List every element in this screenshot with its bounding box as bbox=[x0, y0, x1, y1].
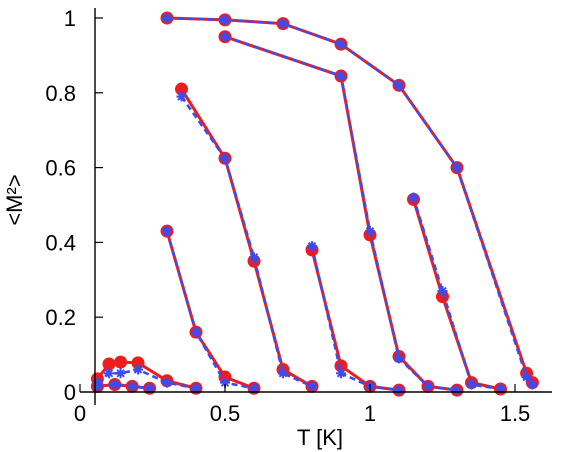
series-line-blue bbox=[97, 383, 150, 390]
data-point-star bbox=[176, 91, 187, 102]
data-point-star bbox=[162, 377, 172, 388]
series-line-blue bbox=[165, 230, 255, 390]
x-ticks: 0 0.5 1 1.5 bbox=[74, 384, 530, 426]
data-point-star bbox=[109, 379, 120, 390]
y-tick-label: 0.8 bbox=[45, 81, 76, 106]
y-ticks: 0 0.2 0.4 0.6 0.8 1 bbox=[45, 6, 103, 405]
data-point-star bbox=[278, 18, 288, 29]
x-tick-label: 1 bbox=[364, 401, 376, 426]
series-line-red bbox=[412, 198, 501, 391]
x-tick-label: 0.5 bbox=[210, 401, 241, 426]
data-point-star bbox=[336, 368, 346, 379]
data-point-star bbox=[127, 381, 138, 392]
series-line-red bbox=[166, 16, 534, 384]
data-point-star bbox=[92, 381, 103, 392]
data-point bbox=[114, 355, 128, 369]
data-point-star bbox=[452, 385, 462, 396]
data-point-star bbox=[162, 13, 172, 23]
y-axis-label: <M²> bbox=[2, 174, 27, 225]
y-tick-label: 0.4 bbox=[45, 230, 76, 255]
data-point-star bbox=[115, 368, 126, 379]
data-point-star bbox=[220, 14, 230, 25]
data-point-star bbox=[452, 162, 462, 173]
data-point-star bbox=[249, 252, 259, 263]
series-line-blue bbox=[180, 95, 313, 388]
data-point-star bbox=[466, 379, 477, 390]
data-point-star bbox=[278, 368, 288, 379]
data-point-star bbox=[220, 31, 230, 42]
data-point-star bbox=[437, 286, 448, 297]
series-line-red bbox=[165, 230, 255, 390]
data-point-star bbox=[336, 70, 346, 81]
series-line-blue bbox=[412, 197, 501, 391]
y-tick-label: 0.2 bbox=[45, 305, 76, 330]
series-line-red bbox=[224, 35, 458, 392]
data-point-star bbox=[408, 192, 419, 203]
data-point-star bbox=[220, 153, 230, 164]
y-tick-label: 0 bbox=[64, 380, 76, 405]
data-point-star bbox=[191, 383, 201, 394]
data-point bbox=[102, 357, 116, 371]
data-point-star bbox=[220, 377, 230, 388]
data-point-star bbox=[307, 241, 317, 252]
data-point-star bbox=[191, 327, 201, 338]
x-tick-label: 0 bbox=[74, 401, 86, 426]
data-point-star bbox=[423, 381, 433, 392]
x-axis-label: T [K] bbox=[297, 425, 343, 450]
data-point-star bbox=[394, 353, 404, 364]
data-point-star bbox=[394, 385, 404, 396]
data-point-star bbox=[394, 80, 404, 91]
series-line-blue bbox=[166, 16, 534, 386]
data-point-star bbox=[133, 364, 143, 375]
series-line-blue bbox=[224, 35, 458, 392]
data-point-star bbox=[527, 379, 538, 390]
y-tick-label: 1 bbox=[64, 6, 76, 31]
x-tick-label: 1.5 bbox=[500, 401, 531, 426]
data-point-star bbox=[307, 381, 317, 392]
data-point-star bbox=[162, 226, 172, 237]
data-point-star bbox=[336, 39, 346, 50]
data-point-star bbox=[521, 372, 532, 383]
series-line-red bbox=[310, 249, 400, 392]
y-tick-label: 0.6 bbox=[45, 156, 76, 181]
series-line-blue bbox=[310, 245, 400, 392]
data-point-star bbox=[104, 368, 114, 379]
data-point-star bbox=[365, 226, 375, 237]
data-point bbox=[334, 359, 348, 373]
chart-marks bbox=[90, 11, 539, 397]
data-point bbox=[175, 82, 188, 96]
